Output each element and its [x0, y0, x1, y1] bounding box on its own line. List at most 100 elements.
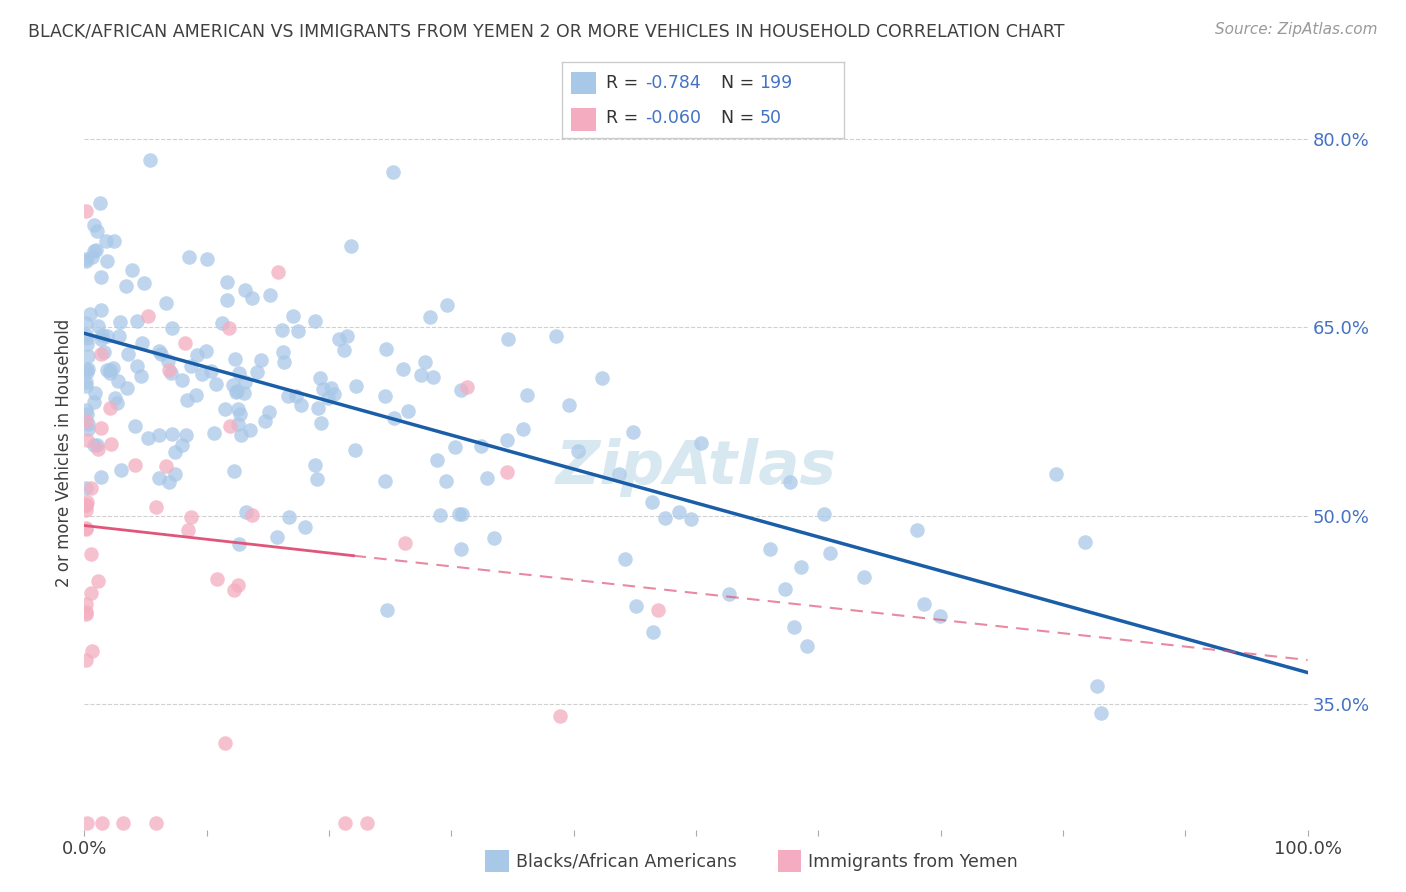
- Point: [271, 345, 294, 359]
- Point: [668, 505, 690, 519]
- Text: Immigrants from Yemen: Immigrants from Yemen: [808, 853, 1018, 871]
- Point: [239, 423, 262, 437]
- Point: [80, 547, 103, 561]
- FancyBboxPatch shape: [571, 108, 596, 130]
- Point: [796, 639, 818, 653]
- Point: [75, 403, 97, 417]
- Point: [157, 363, 180, 377]
- Point: [219, 419, 242, 434]
- Point: [374, 343, 396, 357]
- Point: [717, 587, 740, 601]
- Point: [813, 508, 835, 522]
- Point: [98, 401, 121, 415]
- Point: [567, 444, 589, 458]
- Point: [202, 425, 225, 440]
- Point: [818, 545, 841, 559]
- Point: [312, 382, 335, 396]
- Point: [96, 363, 118, 377]
- Point: [136, 309, 159, 323]
- Point: [235, 284, 257, 298]
- Point: [344, 379, 367, 393]
- Point: [157, 475, 180, 489]
- Point: [75, 375, 97, 389]
- Point: [548, 709, 571, 723]
- Point: [75, 503, 97, 517]
- Point: [172, 373, 194, 387]
- Point: [176, 427, 198, 442]
- Point: [89, 196, 111, 211]
- Point: [75, 379, 97, 393]
- Point: [145, 500, 167, 514]
- Text: N =: N =: [721, 74, 761, 92]
- Point: [75, 253, 97, 268]
- Point: [98, 366, 121, 380]
- Point: [75, 362, 97, 376]
- Point: [117, 381, 139, 395]
- Point: [77, 349, 100, 363]
- Point: [759, 542, 782, 557]
- Point: [96, 254, 118, 268]
- Point: [125, 359, 148, 373]
- Point: [156, 353, 179, 368]
- Point: [290, 398, 312, 412]
- Point: [228, 366, 250, 380]
- Point: [374, 474, 396, 488]
- Point: [277, 389, 299, 403]
- Text: R =: R =: [606, 109, 644, 128]
- Point: [356, 816, 378, 830]
- Point: [77, 362, 100, 376]
- Point: [86, 224, 108, 238]
- Point: [75, 521, 97, 535]
- Point: [229, 428, 252, 442]
- Point: [496, 433, 519, 447]
- Point: [790, 559, 813, 574]
- Text: 199: 199: [759, 74, 793, 92]
- Point: [283, 309, 305, 323]
- Point: [450, 541, 472, 556]
- Point: [75, 481, 97, 495]
- Point: [343, 442, 366, 457]
- Point: [155, 295, 177, 310]
- Point: [641, 495, 664, 509]
- Point: [148, 428, 170, 442]
- Point: [323, 387, 346, 401]
- Point: [103, 235, 125, 249]
- Y-axis label: 2 or more Vehicles in Household: 2 or more Vehicles in Household: [55, 318, 73, 587]
- Point: [162, 427, 184, 442]
- Point: [226, 578, 249, 592]
- Point: [83, 386, 105, 401]
- Point: [1085, 679, 1108, 693]
- Point: [76, 407, 98, 421]
- Point: [103, 392, 125, 406]
- Point: [163, 445, 186, 459]
- Point: [117, 347, 139, 361]
- Point: [214, 401, 236, 416]
- Point: [375, 603, 398, 617]
- Point: [124, 458, 146, 472]
- Point: [217, 293, 239, 308]
- Point: [222, 378, 245, 392]
- Point: [228, 537, 250, 551]
- Point: [75, 653, 97, 667]
- Point: [83, 394, 105, 409]
- Point: [482, 531, 505, 545]
- Point: [319, 382, 342, 396]
- Point: [108, 315, 131, 329]
- Point: [160, 367, 183, 381]
- Point: [544, 329, 567, 343]
- Point: [336, 329, 359, 343]
- Point: [304, 458, 326, 472]
- Text: R =: R =: [606, 74, 644, 92]
- Point: [1045, 467, 1067, 481]
- Point: [270, 323, 292, 337]
- Point: [79, 307, 101, 321]
- Point: [177, 523, 200, 537]
- Point: [591, 371, 613, 385]
- Point: [235, 375, 257, 389]
- Point: [641, 625, 664, 640]
- Point: [75, 498, 97, 512]
- Point: [80, 586, 103, 600]
- Point: [76, 433, 98, 447]
- Point: [107, 374, 129, 388]
- Point: [195, 252, 218, 266]
